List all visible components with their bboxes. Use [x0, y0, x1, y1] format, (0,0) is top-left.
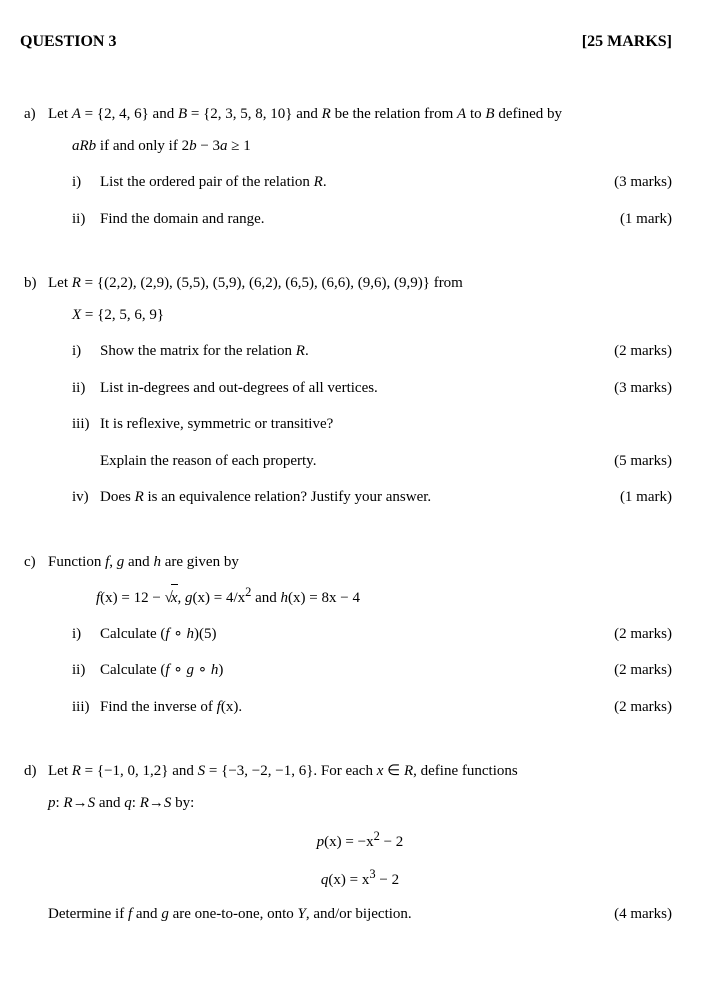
part-b-i-marks: (2 marks) — [614, 337, 672, 366]
question-total-marks: [25 MARKS] — [582, 30, 672, 54]
part-b-iv: iv)Does R is an equivalence relation? Ju… — [48, 483, 672, 512]
part-d-final: Determine if f and g are one-to-one, ont… — [48, 900, 672, 929]
part-b-intro-line1: b)Let R = {(2,2), (2,9), (5,5), (5,9), (… — [48, 268, 672, 298]
part-b-iii-line1: iii)It is reflexive, symmetric or transi… — [48, 410, 672, 439]
part-a: a)Let A = {2, 4, 6} and B = {2, 3, 5, 8,… — [20, 99, 672, 233]
part-a-i: i)List the ordered pair of the relation … — [48, 168, 672, 197]
part-c-label: c) — [24, 547, 48, 577]
part-d-intro-line2: p: R→S and q: R→S by: — [48, 790, 672, 817]
part-c-intro-line1: c)Function f, g and h are given by — [48, 547, 672, 577]
part-c-iii: iii)Find the inverse of f(x). (2 marks) — [48, 693, 672, 722]
part-b-iii-marks: (5 marks) — [614, 447, 672, 476]
part-b-ii-marks: (3 marks) — [614, 374, 672, 403]
part-c-ii: ii)Calculate (f ∘ g ∘ h) (2 marks) — [48, 656, 672, 685]
part-c-i: i)Calculate (f ∘ h)(5) (2 marks) — [48, 620, 672, 649]
part-b-i: i)Show the matrix for the relation R. (2… — [48, 337, 672, 366]
part-d-marks: (4 marks) — [614, 900, 672, 929]
part-d-qx: q(x) = x3 − 2 — [48, 863, 672, 895]
question-header: QUESTION 3 [25 MARKS] — [20, 30, 672, 54]
part-c: c)Function f, g and h are given by f(x) … — [20, 547, 672, 722]
part-c-i-marks: (2 marks) — [614, 620, 672, 649]
part-a-ii: ii)Find the domain and range. (1 mark) — [48, 205, 672, 234]
part-b-label: b) — [24, 268, 48, 298]
part-c-iii-marks: (2 marks) — [614, 693, 672, 722]
part-b-intro-line2: X = {2, 5, 6, 9} — [48, 302, 672, 329]
part-a-i-marks: (3 marks) — [614, 168, 672, 197]
part-d-px: p(x) = −x2 − 2 — [48, 825, 672, 857]
part-c-ii-marks: (2 marks) — [614, 656, 672, 685]
part-a-intro-line2: aRb if and only if 2b − 3a ≥ 1 — [48, 133, 672, 160]
part-d-intro-line1: d)Let R = {−1, 0, 1,2} and S = {−3, −2, … — [48, 756, 672, 786]
part-b-iv-marks: (1 mark) — [620, 483, 672, 512]
part-b-ii: ii)List in-degrees and out-degrees of al… — [48, 374, 672, 403]
question-number: QUESTION 3 — [20, 30, 116, 54]
part-a-intro-line1: a)Let A = {2, 4, 6} and B = {2, 3, 5, 8,… — [48, 99, 672, 129]
part-b-iii-line2: Explain the reason of each property. (5 … — [48, 447, 672, 476]
part-d: d)Let R = {−1, 0, 1,2} and S = {−3, −2, … — [20, 756, 672, 929]
part-b: b)Let R = {(2,2), (2,9), (5,5), (5,9), (… — [20, 268, 672, 512]
part-a-ii-marks: (1 mark) — [620, 205, 672, 234]
part-c-formula: f(x) = 12 − x, g(x) = 4/x2 and h(x) = 8x… — [48, 581, 672, 612]
part-d-label: d) — [24, 756, 48, 786]
part-a-label: a) — [24, 99, 48, 129]
